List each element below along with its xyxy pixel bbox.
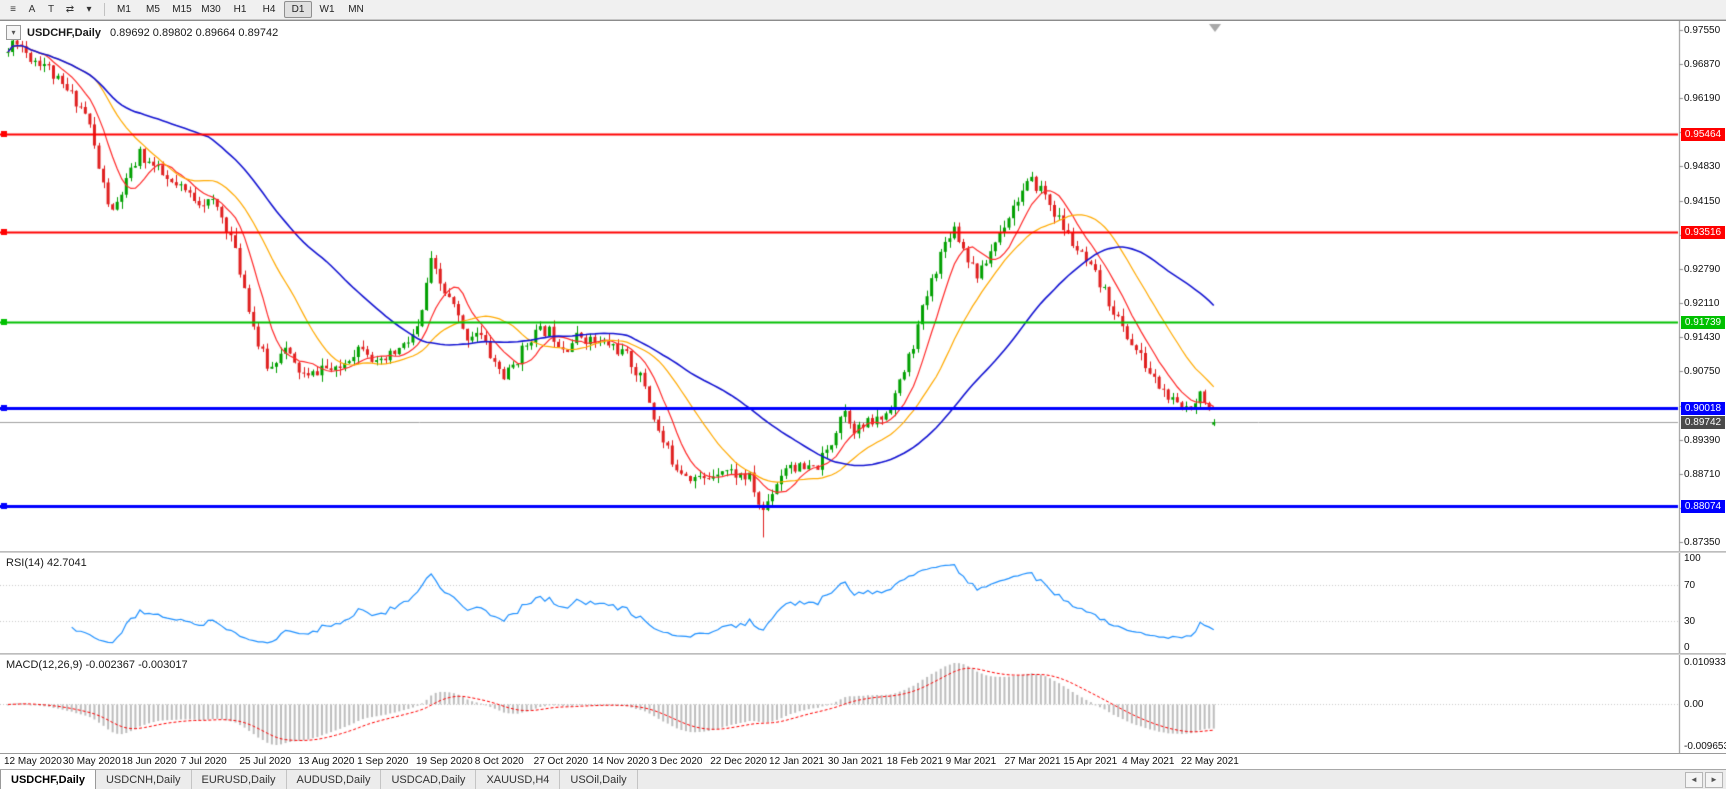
date-label: 18 Feb 2021 <box>886 756 943 767</box>
date-label: 19 Sep 2020 <box>415 756 473 767</box>
timeframe-mn-button[interactable]: MN <box>348 4 364 15</box>
date-label: 14 Nov 2020 <box>592 756 650 767</box>
date-label: 13 Aug 2020 <box>298 756 355 767</box>
tab-xauusd-h4[interactable]: XAUUSD,H4 <box>476 770 561 789</box>
chart-ohlc-values: 0.89692 0.89802 0.89664 0.89742 <box>109 26 279 39</box>
timeframe-h1-button[interactable]: H1 <box>233 4 247 15</box>
date-label: 30 May 2020 <box>62 756 121 767</box>
macd-values: -0.002367 -0.003017 <box>85 659 188 671</box>
tab-eurusd-daily[interactable]: EURUSD,Daily <box>191 770 287 789</box>
caret-down-icon: ▾ <box>11 28 16 37</box>
time-axis: 12 May 2020 30 May 2020 18 Jun 2020 7 Jul 2… <box>0 753 1726 769</box>
chart-window: ▾ USDCHF,Daily 0.89692 0.89802 0.89664 0… <box>0 20 1726 769</box>
rsi-panel: RSI(14) 42.7041 100 70 30 0 <box>0 553 1726 653</box>
date-label: 15 Apr 2021 <box>1063 756 1118 767</box>
timeframe-m15-button[interactable]: M15 <box>172 4 192 15</box>
tab-usoil-daily[interactable]: USOil,Daily <box>560 770 638 789</box>
date-label: 4 May 2021 <box>1122 756 1175 767</box>
date-label: 12 May 2020 <box>4 756 62 767</box>
chart-tabs-bar: USDCHF,Daily USDCNH,Daily EURUSD,Daily AUDU… <box>0 769 1726 789</box>
chart-tabs: USDCHF,Daily USDCNH,Daily EURUSD,Daily AUDU… <box>0 770 638 789</box>
timeframe-h4-button[interactable]: H4 <box>262 4 276 15</box>
macd-panel: MACD(12,26,9) -0.002367 -0.003017 0.0109… <box>0 655 1726 753</box>
date-label: 9 Mar 2021 <box>945 756 997 767</box>
date-label: 27 Mar 2021 <box>1004 756 1061 767</box>
text-tool-icon[interactable]: T <box>47 4 55 15</box>
chart-title: ▾ USDCHF,Daily 0.89692 0.89802 0.89664 0… <box>6 25 278 40</box>
date-label: 3 Dec 2020 <box>651 756 703 767</box>
toolbar-icons: ≡ A T ⇄ ▾ <box>4 2 99 17</box>
scroll-left-button[interactable]: ◄ <box>1685 771 1703 788</box>
one-click-trading-toggle[interactable]: ▾ <box>6 25 21 40</box>
date-label: 18 Jun 2020 <box>121 756 177 767</box>
dropdown-caret-icon[interactable]: ▾ <box>86 4 92 15</box>
scroll-right-button[interactable]: ► <box>1705 771 1723 788</box>
timeframe-m5-button[interactable]: M5 <box>146 4 160 15</box>
date-label: 12 Jan 2021 <box>769 756 825 767</box>
cursor-icon[interactable]: A <box>28 4 36 15</box>
panel-splitter[interactable] <box>0 551 1726 553</box>
rsi-canvas[interactable] <box>0 553 1726 653</box>
main-chart-panel: ▾ USDCHF,Daily 0.89692 0.89802 0.89664 0… <box>0 21 1726 551</box>
tab-usdcad-daily[interactable]: USDCAD,Daily <box>381 770 477 789</box>
rsi-label: RSI(14) <box>6 557 44 569</box>
charts-icon[interactable]: ≡ <box>10 4 16 15</box>
timeframe-w1-button[interactable]: W1 <box>319 4 335 15</box>
timeframe-d1-button[interactable]: D1 <box>284 1 312 18</box>
date-label: 25 Jul 2020 <box>239 756 292 767</box>
chart-symbol-label: USDCHF,Daily <box>27 26 101 39</box>
timeframe-m1-button[interactable]: M1 <box>117 4 131 15</box>
price-chart-canvas[interactable] <box>0 21 1726 551</box>
tab-usdchf-daily[interactable]: USDCHF,Daily <box>0 770 96 789</box>
date-label: 1 Sep 2020 <box>357 756 409 767</box>
date-label: 8 Oct 2020 <box>474 756 524 767</box>
date-label: 22 Dec 2020 <box>710 756 767 767</box>
rsi-value: 42.7041 <box>46 557 87 569</box>
toolbar-separator <box>104 3 105 16</box>
date-label: 22 May 2021 <box>1181 756 1239 767</box>
date-label: 27 Oct 2020 <box>533 756 589 767</box>
tab-audusd-daily[interactable]: AUDUSD,Daily <box>286 770 382 789</box>
toolbar: ≡ A T ⇄ ▾ M1 M5 M15 M30 H1 H4 D1 W1 MN <box>0 0 1726 20</box>
macd-label: MACD(12,26,9) <box>6 659 83 671</box>
date-label: 7 Jul 2020 <box>180 756 227 767</box>
panel-splitter[interactable] <box>0 653 1726 655</box>
cycle-symbols-icon[interactable]: ⇄ <box>65 4 75 15</box>
timeframe-m30-button[interactable]: M30 <box>201 4 221 15</box>
timeframe-buttons: M1 M5 M15 M30 H1 H4 D1 W1 MN <box>110 1 371 18</box>
macd-canvas[interactable] <box>0 655 1726 753</box>
tab-scroll-controls: ◄ ► <box>1683 770 1726 789</box>
macd-title: MACD(12,26,9) -0.002367 -0.003017 <box>6 659 188 671</box>
date-label: 30 Jan 2021 <box>827 756 883 767</box>
tab-usdcnh-daily[interactable]: USDCNH,Daily <box>95 770 192 789</box>
rsi-title: RSI(14) 42.7041 <box>6 557 87 569</box>
